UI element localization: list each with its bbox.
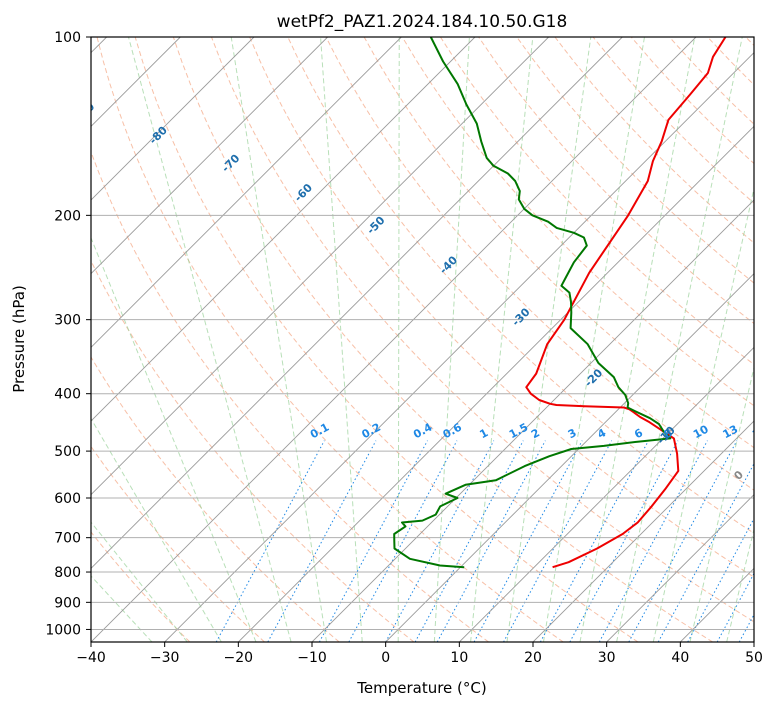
mixing-ratio-line [436, 440, 546, 642]
isotherm [91, 37, 402, 348]
y-tick-label: 300 [54, 313, 81, 329]
moist-adiabat [542, 37, 645, 642]
mixing-ratio-line [267, 440, 377, 642]
y-tick-label: 200 [54, 208, 81, 224]
mixing-ratio-line [503, 440, 613, 642]
x-tick-label: −30 [150, 650, 180, 666]
isotherm [532, 420, 754, 642]
x-tick-label: 10 [450, 650, 468, 666]
mixing-ratio-line [414, 440, 524, 642]
y-tick-label: 600 [54, 491, 81, 507]
mixing-ratio-line [628, 440, 738, 642]
dry-adiabat [96, 37, 564, 642]
y-tick-label: 400 [54, 387, 81, 403]
pressure-gridlines [91, 37, 754, 630]
moist-adiabat [91, 417, 222, 642]
mixing-ratio-line [687, 517, 754, 642]
isotherm [91, 37, 697, 642]
isotherm [238, 125, 754, 642]
x-tick-label: 30 [598, 650, 616, 666]
isotherm-label: -90 [74, 100, 97, 123]
mixing-ratio-label: 10 [691, 422, 711, 441]
y-axis-title: Pressure (hPa) [10, 285, 28, 393]
dry-adiabat [516, 37, 754, 284]
sounding-profiles [393, 37, 727, 569]
moist-adiabat [506, 37, 592, 642]
moist-adiabat [470, 37, 534, 642]
dry-adiabat [91, 150, 489, 642]
y-tick-label: 1000 [45, 622, 81, 638]
x-axis: −40 −30 −20 −10 0 10 20 30 40 50 [76, 642, 763, 666]
moist-adiabat [320, 37, 363, 642]
isotherm [164, 52, 754, 642]
mixing-ratio-label: 13 [721, 423, 741, 442]
moist-adiabat [230, 37, 328, 642]
mixing-ratio-line [385, 440, 495, 642]
dewpoint-profile [393, 37, 672, 569]
dry-adiabat [91, 445, 265, 642]
x-tick-label: 40 [671, 650, 689, 666]
mixing-ratio-line [215, 440, 325, 642]
mixing-ratio-line [598, 440, 708, 642]
y-tick-label: 700 [54, 531, 81, 547]
dry-adiabat [91, 531, 191, 642]
x-tick-label: 0 [381, 650, 390, 666]
dry-adiabat [401, 37, 754, 407]
mixing-ratio-line [569, 440, 679, 642]
mixing-ratio-line [348, 440, 458, 642]
plot-frame [90, 36, 755, 643]
isotherm [91, 37, 623, 569]
plot-area [91, 37, 754, 642]
isotherm [606, 494, 754, 642]
dry-adiabat [211, 37, 754, 623]
y-tick-label: 900 [54, 595, 81, 611]
isotherm [91, 37, 328, 275]
y-tick-label: 800 [54, 565, 81, 581]
isotherm [385, 273, 754, 642]
moist-adiabat [397, 37, 400, 642]
isotherm [311, 199, 754, 642]
moist-adiabat [652, 186, 754, 642]
x-tick-label: 50 [745, 650, 763, 666]
isotherm [459, 346, 754, 642]
x-tick-label: −10 [297, 650, 327, 666]
mixing-ratio-line [539, 440, 649, 642]
isotherm [91, 37, 255, 201]
x-axis-title: Temperature (°C) [356, 679, 486, 697]
dry-adiabat [172, 37, 713, 642]
mixing-ratio-line [473, 440, 583, 642]
temperature-profile [525, 37, 727, 569]
moist-adiabat [91, 575, 153, 642]
background-lines [91, 37, 754, 642]
moist-adiabat [579, 37, 696, 642]
dry-adiabat [440, 37, 754, 366]
chart-title: wetPf2_PAZ1.2024.184.10.50.G18 [277, 12, 568, 32]
dry-adiabat [249, 37, 754, 578]
x-tick-label: −40 [76, 650, 106, 666]
y-tick-label: 500 [54, 444, 81, 460]
mixing-ratio-line [318, 440, 428, 642]
y-axis: 100 200 300 400 500 600 700 800 900 1000 [45, 30, 91, 638]
y-tick-label: 100 [54, 30, 81, 46]
mixing-ratio-label: 16 [750, 422, 770, 441]
isotherm [91, 37, 549, 496]
isotherm [91, 37, 476, 422]
moist-adiabat [433, 37, 470, 642]
moist-adiabat [616, 37, 743, 642]
dry-adiabat [91, 356, 340, 642]
moist-adiabat [726, 527, 754, 642]
x-tick-label: −20 [224, 650, 254, 666]
mixing-ratio-line [657, 462, 754, 642]
dry-adiabat [134, 37, 639, 642]
moist-adiabat [689, 365, 754, 642]
dry-adiabat [325, 37, 754, 491]
x-tick-label: 20 [524, 650, 542, 666]
